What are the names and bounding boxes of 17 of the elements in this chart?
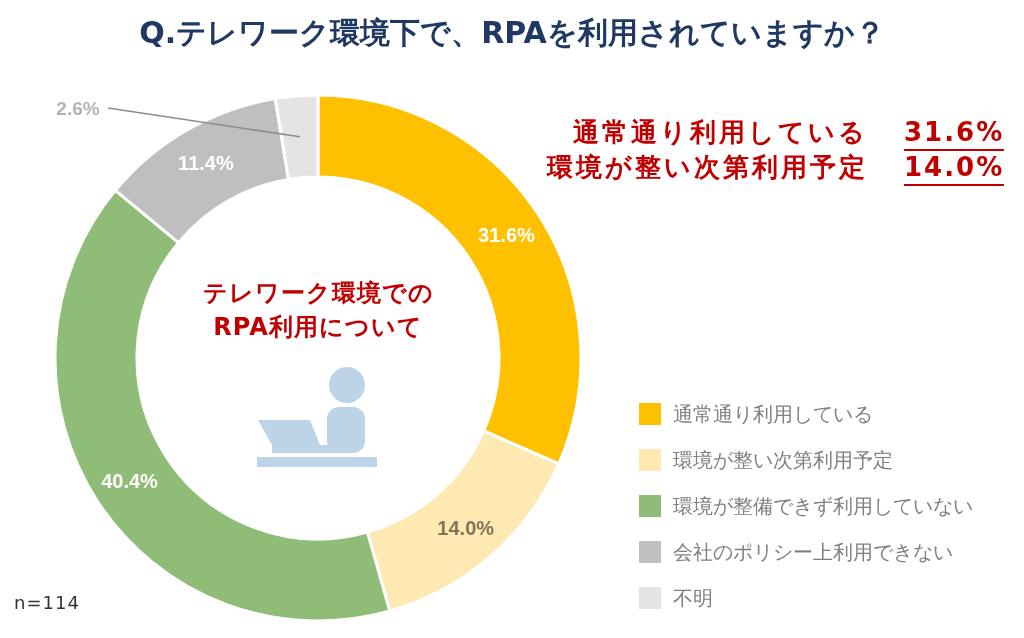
legend-label: 通常通り利用している xyxy=(673,402,873,426)
legend-label: 会社のポリシー上利用できない xyxy=(673,540,953,564)
data-label: 11.4% xyxy=(178,151,234,174)
data-label: 31.6% xyxy=(478,224,536,247)
text: n=114 xyxy=(14,592,80,614)
data-label: 14.0% xyxy=(437,516,495,539)
text: 通常通り利用している xyxy=(573,117,868,148)
legend-label: 不明 xyxy=(673,586,713,610)
data-label: 40.4% xyxy=(101,469,159,492)
chart-title: Q.テレワーク環境下で、RPAを利用されていますか？ xyxy=(139,14,885,50)
text: 14.0% xyxy=(904,152,1005,186)
legend-label: 環境が整い次第利用予定 xyxy=(673,448,893,472)
legend-label: 環境が整備できず利用していない xyxy=(673,494,973,518)
text: 環境が整い次第利用予定 xyxy=(547,152,868,183)
data-label: 2.6% xyxy=(56,97,100,119)
text: テレワーク環境での RPA利用について xyxy=(201,278,435,343)
text: 31.6% xyxy=(904,117,1005,151)
